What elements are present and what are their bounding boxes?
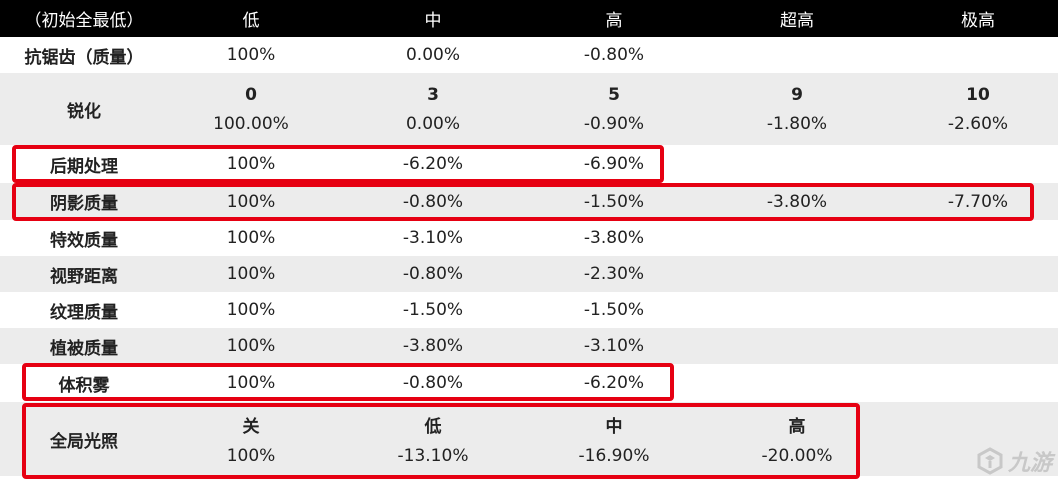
table-cell: -3.10% (402, 228, 464, 248)
table-cell: 5 -0.90% (532, 73, 696, 145)
level-label: 0 (245, 84, 257, 105)
table-row-foliage: 植被质量 100% -3.80% -3.10% (0, 328, 1058, 364)
table-cell: -0.80% (583, 45, 645, 65)
table-row-shadow: 阴影质量 100% -0.80% -1.50% -3.80% -7.70% (0, 183, 1058, 220)
bottom-margin (0, 476, 1058, 485)
table-cell: 100% (226, 228, 276, 248)
header-level-low: 低 (242, 11, 260, 31)
table-cell: 关 100% (168, 402, 334, 476)
table-row-sharpen: 锐化 0 100.00% 3 0.00% 5 -0.90% 9 -1.80% 1… (0, 73, 1058, 145)
table-cell: 9 -1.80% (696, 73, 898, 145)
table-cell: 低 -13.10% (334, 402, 532, 476)
table-cell: 100% (226, 264, 276, 284)
table-cell: -0.80% (402, 191, 464, 212)
value: 100% (226, 446, 276, 466)
table-cell: 0 100.00% (168, 73, 334, 145)
table-cell: -2.30% (583, 264, 645, 284)
level-label: 3 (427, 84, 439, 105)
row-label: 锐化 (67, 101, 101, 122)
row-label: 纹理质量 (50, 302, 118, 323)
row-label: 抗锯齿（质量） (24, 47, 144, 68)
value: -13.10% (397, 446, 469, 466)
table-cell: 3 0.00% (334, 73, 532, 145)
table-row-fog: 体积雾 100% -0.80% -6.20% (0, 364, 1058, 402)
row-label: 特效质量 (50, 230, 118, 251)
table-cell: -0.80% (402, 373, 464, 393)
row-label: 后期处理 (50, 156, 118, 177)
row-label: 阴影质量 (50, 194, 118, 214)
table-row-antialias: 抗锯齿（质量） 100% 0.00% -0.80% (0, 37, 1058, 73)
table-cell: -6.20% (402, 154, 464, 174)
table-header: （初始全最低） 低 中 高 超高 极高 (0, 0, 1058, 37)
header-level-medium: 中 (424, 11, 442, 31)
value: 100.00% (213, 113, 289, 134)
table-row-gi: 全局光照 关 100% 低 -13.10% 中 -16.90% 高 -20.00… (0, 402, 1058, 476)
table-row-viewdist: 视野距离 100% -0.80% -2.30% (0, 256, 1058, 292)
table-cell: 100% (226, 45, 276, 65)
value: -0.90% (583, 113, 645, 134)
table-cell: -1.50% (583, 191, 645, 212)
table-cell: -3.80% (766, 191, 828, 212)
table-cell: -6.90% (583, 154, 645, 174)
table-cell: 100% (226, 300, 276, 320)
table-row-postprocess: 后期处理 100% -6.20% -6.90% (0, 145, 1058, 183)
level-label: 关 (242, 417, 260, 437)
table-cell: 高 -20.00% (696, 402, 898, 476)
value: -20.00% (761, 446, 833, 466)
level-label: 5 (608, 84, 620, 105)
level-label: 9 (791, 84, 803, 105)
table-cell: -1.50% (402, 300, 464, 320)
table-cell: -3.80% (402, 336, 464, 356)
table-cell: 100% (226, 336, 276, 356)
watermark-text: 九游 (1007, 451, 1052, 476)
table-cell: 中 -16.90% (532, 402, 696, 476)
table-cell: 100% (226, 154, 276, 174)
value: -2.60% (947, 113, 1009, 134)
row-label: 植被质量 (50, 338, 118, 359)
table-cell: 0.00% (405, 45, 460, 65)
row-label: 体积雾 (58, 375, 110, 396)
table-cell: -1.50% (583, 300, 645, 320)
watermark: 九游 (975, 445, 1052, 477)
table-cell: -6.20% (583, 373, 645, 393)
header-level-high: 高 (605, 11, 623, 31)
header-level-extreme: 极高 (961, 11, 995, 31)
table-cell: 10 -2.60% (898, 73, 1058, 145)
table-cell: -3.10% (583, 336, 645, 356)
nine-game-logo-icon (975, 446, 1005, 476)
table-row-texture: 纹理质量 100% -1.50% -1.50% (0, 292, 1058, 328)
row-label: 全局光照 (50, 431, 118, 452)
row-label: 视野距离 (50, 266, 118, 287)
table-cell: -0.80% (402, 264, 464, 284)
table-cell: -3.80% (583, 228, 645, 248)
table-cell: -7.70% (947, 191, 1009, 212)
level-label: 高 (788, 417, 806, 437)
table-cell: 100% (226, 191, 276, 212)
header-corner: （初始全最低） (24, 11, 144, 31)
level-label: 低 (424, 417, 442, 437)
level-label: 中 (605, 417, 623, 437)
level-label: 10 (966, 84, 990, 105)
header-level-ultra: 超高 (780, 11, 814, 31)
value: -16.90% (578, 446, 650, 466)
table-row-effects: 特效质量 100% -3.10% -3.80% (0, 220, 1058, 256)
value: -1.80% (766, 113, 828, 134)
value: 0.00% (405, 113, 460, 134)
table-cell: 100% (226, 373, 276, 393)
